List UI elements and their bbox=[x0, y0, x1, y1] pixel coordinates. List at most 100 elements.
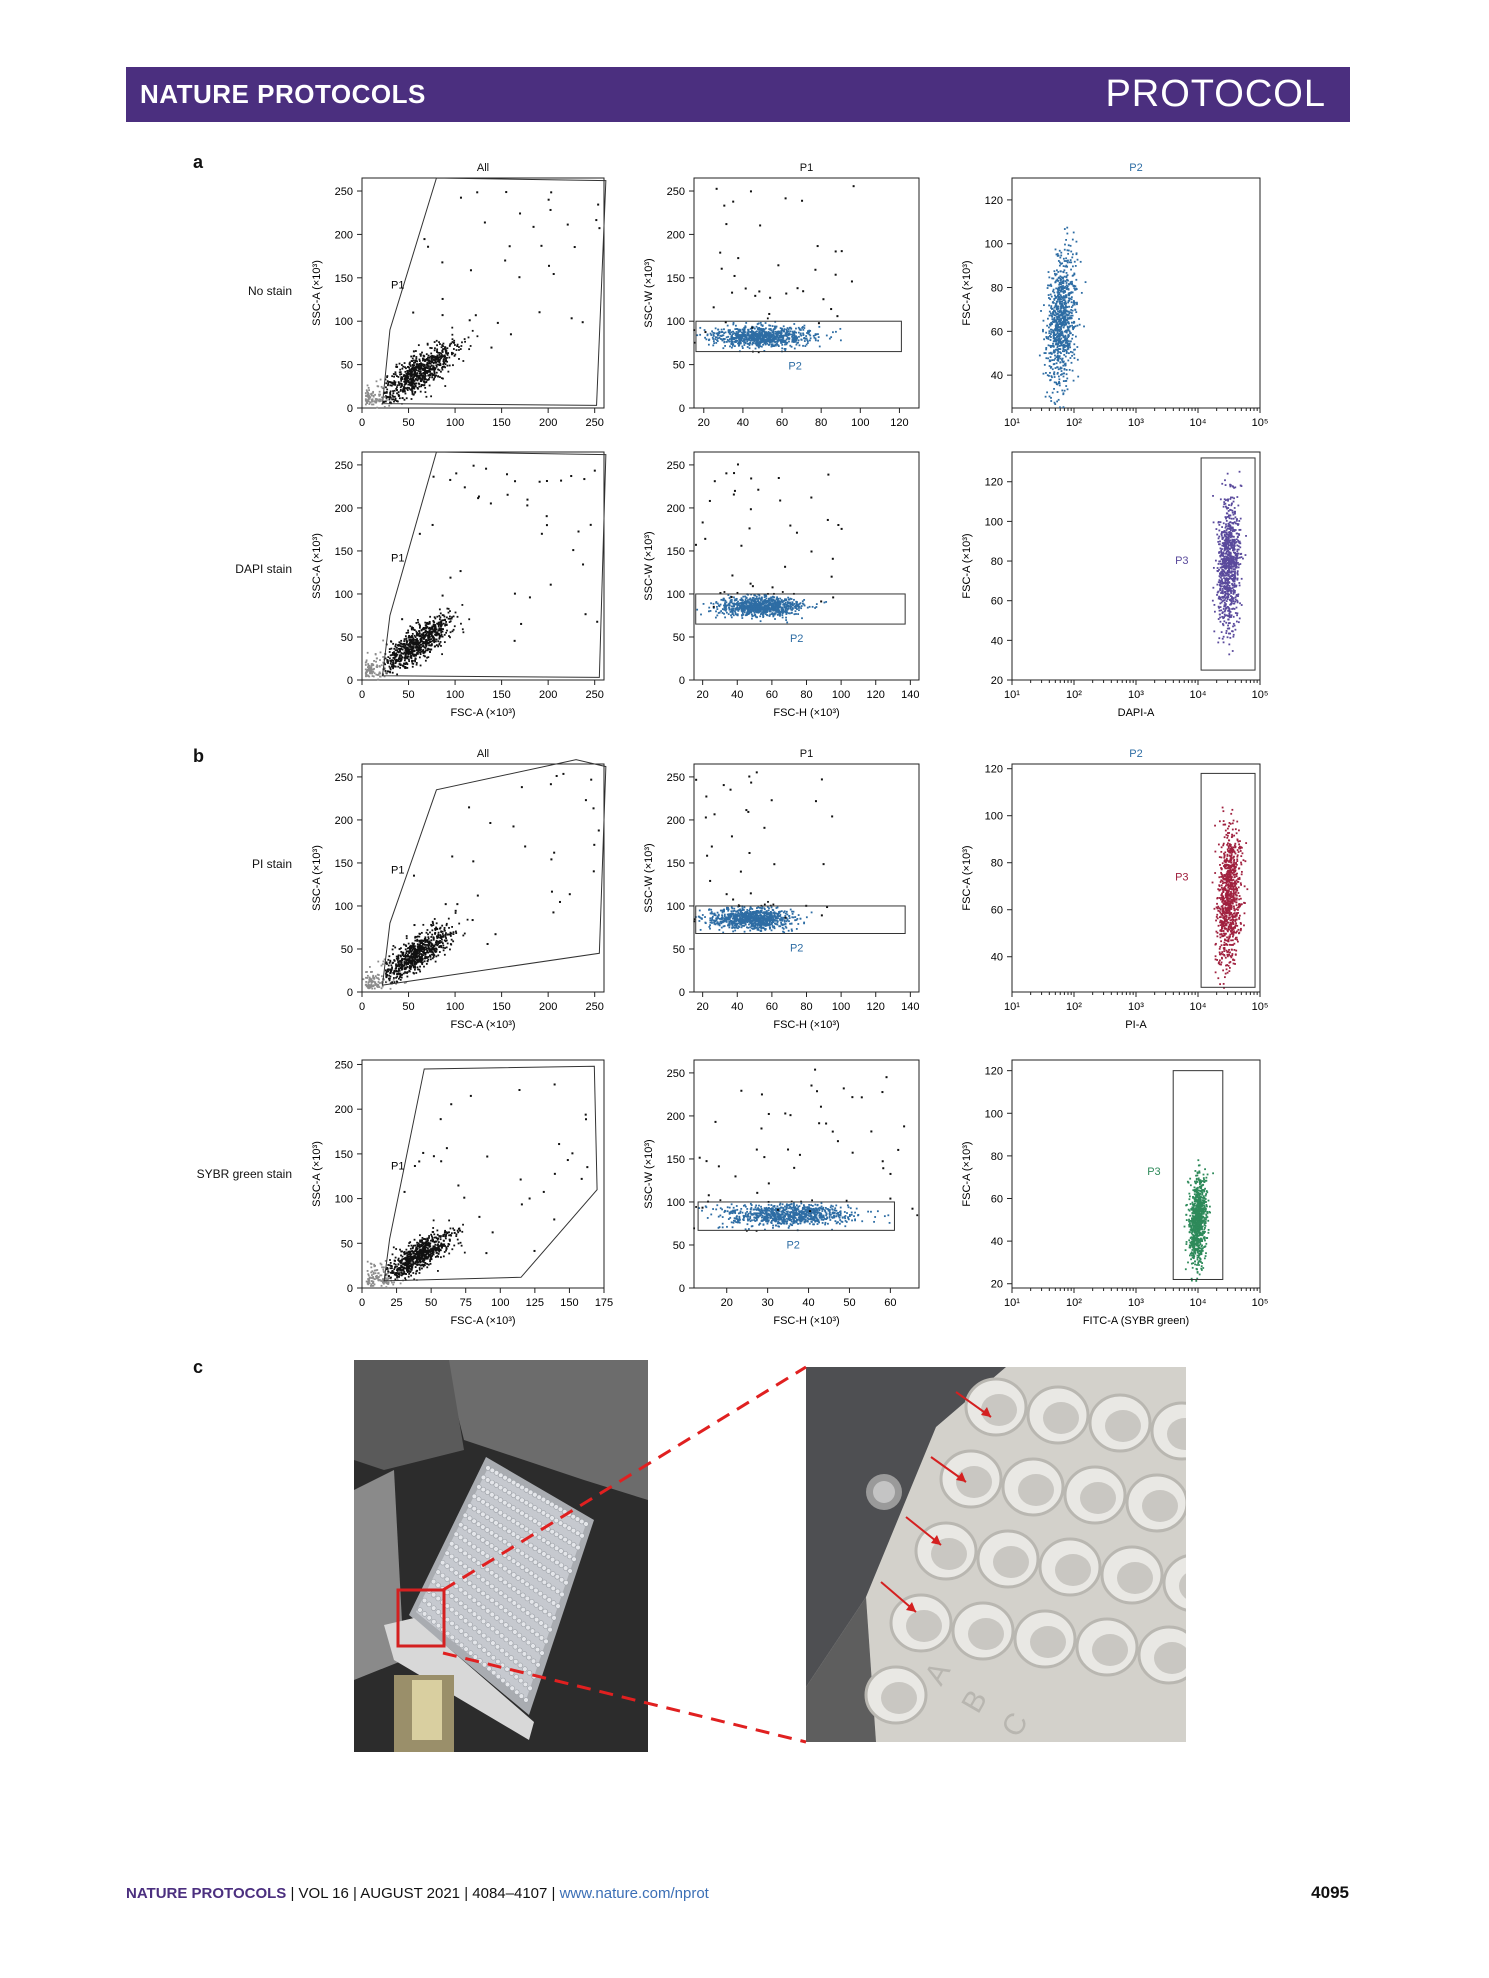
gate-label: P3 bbox=[1147, 1166, 1160, 1178]
y-tick-label: 60 bbox=[991, 326, 1003, 338]
x-tick-label: 10³ bbox=[1128, 417, 1144, 429]
x-tick-label: 10⁵ bbox=[1252, 1001, 1269, 1013]
y-tick-label: 0 bbox=[347, 675, 353, 687]
data-points bbox=[693, 771, 834, 934]
y-tick-label: 150 bbox=[335, 1149, 353, 1161]
x-tick-label: 100 bbox=[832, 689, 850, 701]
x-tick-label: 60 bbox=[884, 1297, 896, 1309]
x-tick-label: 80 bbox=[800, 1001, 812, 1013]
y-tick-label: 200 bbox=[667, 503, 685, 515]
y-tick-label: 250 bbox=[667, 772, 685, 784]
y-tick-label: 200 bbox=[667, 1111, 685, 1123]
gate-label: P2 bbox=[788, 361, 801, 373]
y-tick-label: 100 bbox=[335, 1194, 353, 1206]
x-tick-label: 30 bbox=[762, 1297, 774, 1309]
x-tick-label: 10⁴ bbox=[1190, 417, 1207, 429]
x-tick-label: 40 bbox=[802, 1297, 814, 1309]
plot-title: All bbox=[477, 748, 489, 760]
y-tick-label: 200 bbox=[335, 1104, 353, 1116]
y-tick-label: 60 bbox=[991, 596, 1003, 608]
y-tick-label: 100 bbox=[335, 589, 353, 601]
journal-name: NATURE PROTOCOLS bbox=[140, 79, 426, 109]
footer-volume: VOL 16 bbox=[298, 1885, 349, 1902]
y-tick-label: 0 bbox=[679, 987, 685, 999]
y-tick-label: 0 bbox=[347, 987, 353, 999]
y-axis-label: SSC-A (×10³) bbox=[311, 1141, 323, 1207]
y-tick-label: 250 bbox=[335, 1059, 353, 1071]
x-tick-label: 100 bbox=[446, 417, 464, 429]
scatter-plot-2-0: 0 50 100 150 200 250 0 50 100 150 200 250 All FSC-A (… bbox=[311, 748, 607, 1031]
x-axis-label: FSC-H (×10³) bbox=[773, 1019, 839, 1031]
x-tick-label: 20 bbox=[697, 689, 709, 701]
y-tick-label: 100 bbox=[335, 901, 353, 913]
x-tick-label: 150 bbox=[560, 1297, 578, 1309]
article-type: PROTOCOL bbox=[1105, 73, 1326, 115]
panel-label-c: c bbox=[193, 1357, 204, 1377]
y-tick-label: 250 bbox=[667, 1068, 685, 1080]
y-tick-label: 250 bbox=[667, 186, 685, 198]
x-tick-label: 100 bbox=[446, 689, 464, 701]
x-tick-label: 10³ bbox=[1128, 1001, 1144, 1013]
data-points bbox=[693, 1068, 919, 1232]
footer-date: AUGUST 2021 bbox=[360, 1885, 461, 1902]
x-tick-label: 60 bbox=[766, 689, 778, 701]
row-label-pi-stain: PI stain bbox=[251, 857, 292, 871]
y-tick-label: 100 bbox=[335, 316, 353, 328]
data-points bbox=[1211, 470, 1247, 656]
gate-label: P2 bbox=[790, 942, 803, 954]
gate-label: P1 bbox=[391, 552, 404, 564]
gate-label: P3 bbox=[1175, 871, 1188, 883]
y-axis-label: FSC-A (×10³) bbox=[961, 845, 973, 910]
footer-citation: NATURE PROTOCOLS | VOL 16 | AUGUST 2021 … bbox=[126, 1885, 709, 1902]
gate-label: P2 bbox=[786, 1239, 799, 1251]
y-tick-label: 120 bbox=[985, 477, 1003, 489]
data-points bbox=[1038, 226, 1087, 409]
y-tick-label: 40 bbox=[991, 952, 1003, 964]
y-tick-label: 40 bbox=[991, 370, 1003, 382]
scatter-plot-0-2: 10¹ 10² 10³ 10⁴ 10⁵ 40 60 80 100 120 P2 FSC-A (×10³… bbox=[961, 162, 1268, 429]
gate-p3 bbox=[1200, 772, 1256, 988]
y-tick-label: 50 bbox=[673, 632, 685, 644]
y-tick-label: 20 bbox=[991, 675, 1003, 687]
y-tick-label: 0 bbox=[679, 675, 685, 687]
plot-frame bbox=[693, 1059, 920, 1289]
data-points bbox=[362, 772, 600, 990]
x-tick-label: 10³ bbox=[1128, 689, 1144, 701]
x-tick-label: 10² bbox=[1066, 417, 1082, 429]
photo-well-closeup: A B C bbox=[806, 1367, 1186, 1742]
data-points bbox=[364, 464, 599, 681]
plot-frame bbox=[693, 763, 920, 993]
data-points bbox=[365, 1083, 589, 1289]
x-tick-label: 175 bbox=[595, 1297, 613, 1309]
plot-title: P2 bbox=[1129, 162, 1142, 174]
y-tick-label: 50 bbox=[673, 1240, 685, 1252]
scatter-plot-2-2: 10¹ 10² 10³ 10⁴ 10⁵ 40 60 80 100 120 P2 PI-A FSC-A (… bbox=[961, 748, 1268, 1031]
y-tick-label: 40 bbox=[991, 635, 1003, 647]
gate-label: P1 bbox=[391, 279, 404, 291]
x-tick-label: 10⁵ bbox=[1252, 1297, 1269, 1309]
x-tick-label: 50 bbox=[402, 417, 414, 429]
x-tick-label: 40 bbox=[731, 689, 743, 701]
y-tick-label: 150 bbox=[667, 858, 685, 870]
x-tick-label: 20 bbox=[721, 1297, 733, 1309]
x-tick-label: 50 bbox=[425, 1297, 437, 1309]
y-tick-label: 200 bbox=[335, 229, 353, 241]
x-tick-label: 75 bbox=[460, 1297, 472, 1309]
footer-journal: NATURE PROTOCOLS bbox=[126, 1885, 287, 1902]
x-axis-label: DAPI-A bbox=[1118, 707, 1155, 719]
y-tick-label: 50 bbox=[341, 360, 353, 372]
y-axis-label: SSC-A (×10³) bbox=[311, 533, 323, 599]
y-tick-label: 60 bbox=[991, 905, 1003, 917]
panel-label-b: b bbox=[193, 746, 204, 766]
plot-title: All bbox=[477, 162, 489, 174]
footer-url[interactable]: www.nature.com/nprot bbox=[559, 1885, 709, 1902]
x-tick-label: 140 bbox=[901, 689, 919, 701]
gate-label: P2 bbox=[790, 633, 803, 645]
journal-header: NATURE PROTOCOLS PROTOCOL bbox=[126, 67, 1350, 122]
x-axis-label: FSC-H (×10³) bbox=[773, 707, 839, 719]
x-axis-label: FSC-A (×10³) bbox=[450, 1315, 515, 1327]
x-tick-label: 10⁴ bbox=[1190, 1001, 1207, 1013]
x-tick-label: 120 bbox=[890, 417, 908, 429]
y-tick-label: 100 bbox=[985, 239, 1003, 251]
y-tick-label: 200 bbox=[335, 503, 353, 515]
